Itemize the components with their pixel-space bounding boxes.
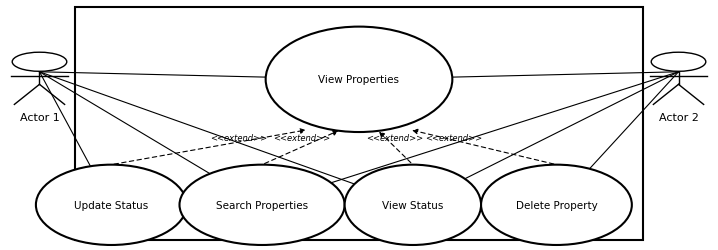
Text: Search Properties: Search Properties bbox=[216, 200, 308, 210]
Text: Update Status: Update Status bbox=[74, 200, 149, 210]
Bar bbox=[75, 8, 643, 240]
Text: View Properties: View Properties bbox=[319, 75, 399, 85]
Ellipse shape bbox=[180, 165, 345, 245]
Ellipse shape bbox=[266, 28, 452, 132]
Text: <<extend>>: <<extend>> bbox=[426, 133, 482, 142]
Text: Actor 1: Actor 1 bbox=[19, 112, 60, 122]
Ellipse shape bbox=[481, 165, 632, 245]
Circle shape bbox=[651, 53, 706, 72]
Ellipse shape bbox=[36, 165, 187, 245]
Text: <<extend>>: <<extend>> bbox=[210, 133, 267, 142]
Text: Delete Property: Delete Property bbox=[516, 200, 597, 210]
Text: <<extend>>: <<extend>> bbox=[366, 133, 424, 142]
Text: View Status: View Status bbox=[382, 200, 444, 210]
Circle shape bbox=[12, 53, 67, 72]
Text: <<extend>>: <<extend>> bbox=[273, 133, 330, 142]
Text: Actor 2: Actor 2 bbox=[658, 112, 699, 122]
Ellipse shape bbox=[345, 165, 481, 245]
